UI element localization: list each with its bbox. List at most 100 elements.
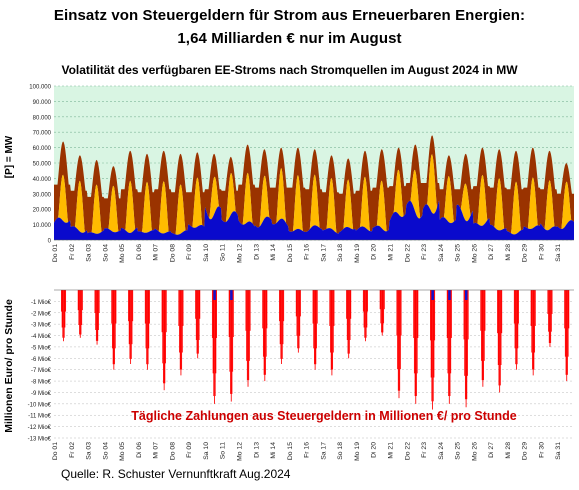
- x-tick-label: Di 20: [371, 244, 378, 260]
- bar: [330, 290, 331, 353]
- main-title-line2: 1,64 Milliarden € nur im August: [177, 30, 402, 47]
- bar: [316, 290, 318, 324]
- y-tick-label: 20.000: [33, 208, 52, 214]
- bar: [94, 290, 96, 314]
- bar-series: [60, 290, 570, 410]
- bar: [228, 290, 230, 337]
- bar: [179, 290, 180, 353]
- bar: [262, 290, 264, 357]
- bar: [165, 290, 166, 364]
- area-series-solar: [54, 154, 574, 235]
- y-tick-label: 100.000: [29, 85, 51, 91]
- bar: [365, 290, 367, 338]
- bar: [499, 290, 501, 393]
- bar: [181, 290, 183, 353]
- y-tick-label: -1 Mio€: [31, 300, 52, 306]
- x-tick-label: Di 27: [488, 244, 495, 260]
- bar: [416, 290, 418, 374]
- x-tick-label: Sa 10: [203, 442, 210, 460]
- x-tick-label: Mo 19: [354, 442, 361, 461]
- bar: [483, 290, 484, 381]
- bar: [245, 290, 247, 331]
- x-tick-label: Fr 16: [304, 442, 311, 458]
- bar: [147, 290, 149, 365]
- bar: [314, 290, 315, 365]
- bar: [163, 290, 164, 384]
- bar: [263, 290, 265, 375]
- bar: [396, 290, 398, 336]
- x-tick-label: Sa 31: [555, 244, 562, 262]
- bar: [299, 290, 301, 336]
- bar: [481, 290, 482, 361]
- bar: [381, 290, 383, 336]
- y-tick-label: 50.000: [33, 162, 52, 168]
- bar: [399, 290, 401, 370]
- x-tick-label: So 18: [337, 244, 344, 262]
- bar: [131, 290, 133, 345]
- bar: [413, 290, 415, 374]
- y-tick-label: 30.000: [33, 192, 52, 198]
- bar: [164, 290, 166, 384]
- bar: [149, 290, 150, 324]
- bar: [348, 290, 350, 359]
- x-tick-label: Mo 05: [119, 244, 126, 263]
- bar: [515, 290, 517, 370]
- bar: [145, 290, 147, 349]
- x-tick-label: So 11: [220, 244, 227, 261]
- bar: [363, 290, 365, 328]
- chart-annotation: Tägliche Zahlungen aus Steuergeldern in …: [131, 409, 517, 423]
- bar: [316, 290, 317, 349]
- bar: [467, 290, 469, 340]
- y-tick-label: 60.000: [33, 146, 52, 152]
- x-tick-label: Sa 03: [86, 442, 93, 460]
- x-tick-label: Mo 12: [237, 442, 244, 461]
- bar: [551, 290, 553, 314]
- bar: [447, 290, 449, 374]
- bar: [332, 290, 334, 370]
- bar: [367, 290, 368, 312]
- bar: [531, 290, 533, 353]
- bar: [113, 290, 115, 370]
- y-tick-label: -3 Mio€: [31, 323, 52, 329]
- bar: [248, 290, 250, 381]
- source-note: Quelle: R. Schuster Vernunftkraft Aug.20…: [61, 467, 291, 481]
- bar: [549, 290, 551, 347]
- x-tick-label: Mo 05: [119, 442, 126, 461]
- bar: [265, 290, 267, 357]
- bar: [298, 290, 300, 349]
- bar: [279, 290, 281, 345]
- bar: [112, 290, 113, 349]
- bar: [480, 290, 482, 331]
- bar: [446, 290, 448, 338]
- bar: [283, 290, 285, 322]
- area-series-other: [54, 135, 574, 235]
- x-tick-label: So 04: [102, 442, 109, 460]
- y-tick-label: -5 Mio€: [31, 345, 52, 351]
- bar: [79, 290, 81, 338]
- bar: [532, 290, 534, 376]
- bar: [96, 290, 98, 345]
- y-tick-label: 10.000: [33, 223, 52, 229]
- bar: [465, 290, 467, 408]
- bar: [128, 290, 129, 322]
- bar: [448, 290, 450, 397]
- x-tick-label: Do 08: [169, 442, 176, 460]
- bar: [382, 290, 384, 333]
- x-tick-label: Mi 07: [153, 244, 160, 261]
- bar: [214, 290, 215, 404]
- bar: [330, 290, 332, 370]
- bar: [129, 290, 131, 359]
- bar: [196, 290, 198, 354]
- bar: [281, 290, 282, 364]
- y-tick-label: -6 Mio€: [31, 357, 52, 363]
- x-tick-label: Mo 19: [354, 244, 361, 263]
- y-tick-label: -2 Mio€: [31, 311, 52, 317]
- x-tick-label: Mi 14: [270, 244, 277, 261]
- x-tick-label: Fr 02: [69, 244, 76, 260]
- y-tick-label: -8 Mio€: [31, 380, 52, 386]
- bar: [63, 290, 65, 338]
- x-tick-label: Di 13: [253, 244, 260, 260]
- x-tick-label: Do 15: [287, 244, 294, 262]
- bar: [130, 290, 132, 359]
- bar: [397, 290, 399, 370]
